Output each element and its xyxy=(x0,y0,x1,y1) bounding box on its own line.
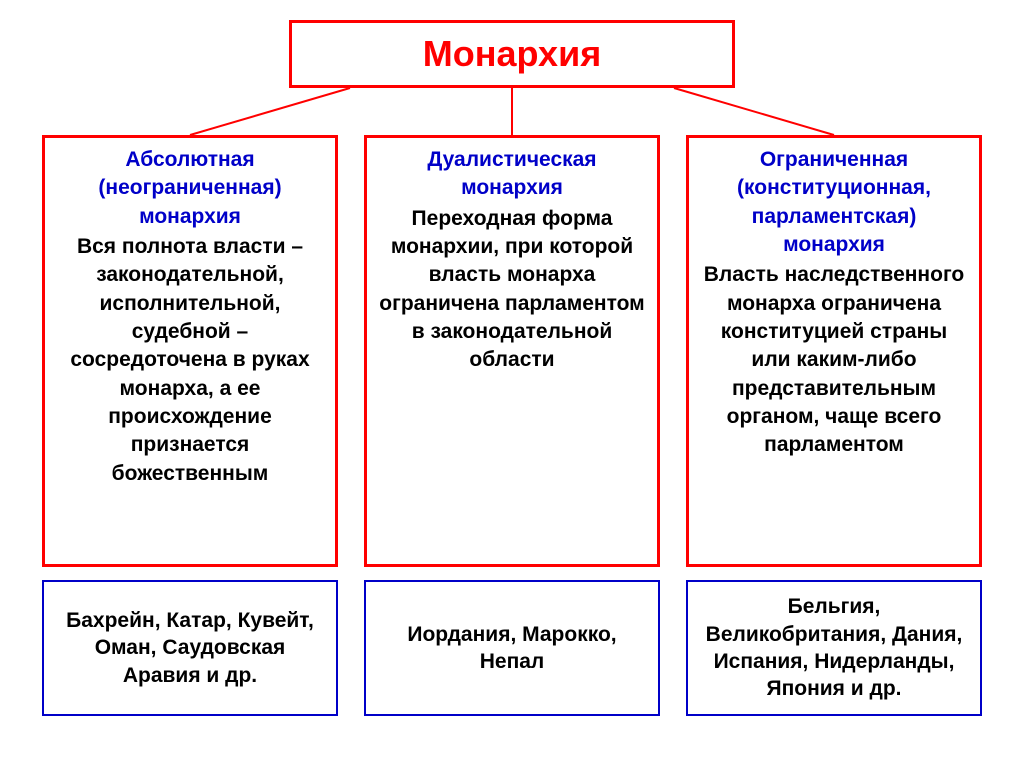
type-heading-0: Абсолютная (неограниченная) монархия xyxy=(55,146,325,231)
type-desc-2: Власть наследственного монарха ограничен… xyxy=(699,261,969,459)
type-box-2: Ограниченная (конституционная, парламент… xyxy=(686,135,982,567)
connector-line-0 xyxy=(190,88,350,135)
main-title-text: Монархия xyxy=(423,33,601,75)
examples-box-0: Бахрейн, Катар, Кувейт, Оман, Саудовская… xyxy=(42,580,338,716)
type-box-1: Дуалистическая монархияПереходная форма … xyxy=(364,135,660,567)
examples-text-2: Бельгия, Великобритания, Дания, Испания,… xyxy=(698,593,970,702)
type-desc-1: Переходная форма монархии, при которой в… xyxy=(377,205,647,375)
type-box-0: Абсолютная (неограниченная) монархияВся … xyxy=(42,135,338,567)
examples-box-2: Бельгия, Великобритания, Дания, Испания,… xyxy=(686,580,982,716)
connector-line-2 xyxy=(674,88,834,135)
examples-box-1: Иордания, Марокко, Непал xyxy=(364,580,660,716)
type-heading-2: Ограниченная (конституционная, парламент… xyxy=(699,146,969,259)
examples-text-0: Бахрейн, Катар, Кувейт, Оман, Саудовская… xyxy=(54,607,326,689)
type-heading-1: Дуалистическая монархия xyxy=(377,146,647,203)
type-desc-0: Вся полнота власти – законодательной, ис… xyxy=(55,233,325,488)
examples-text-1: Иордания, Марокко, Непал xyxy=(376,621,648,676)
main-title-box: Монархия xyxy=(289,20,735,88)
